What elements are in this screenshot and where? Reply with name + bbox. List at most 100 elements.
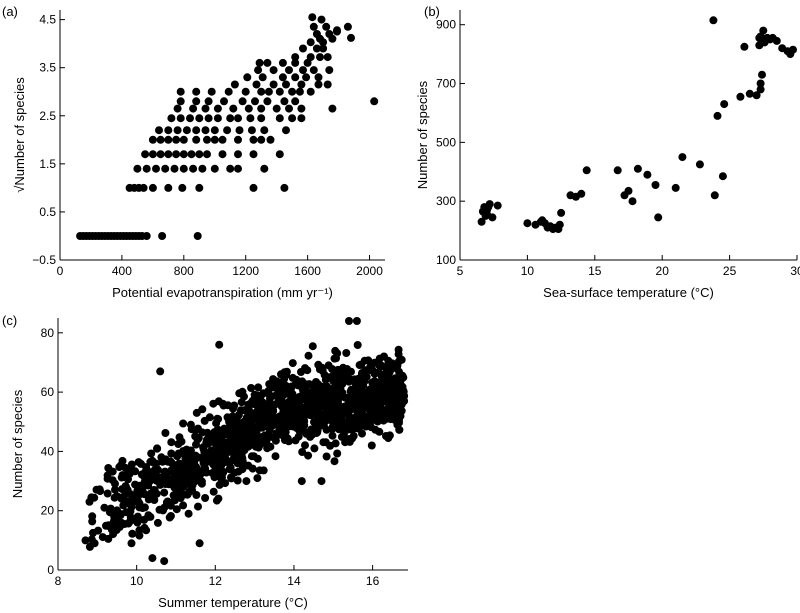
data-point [291, 410, 300, 419]
data-point [316, 34, 324, 43]
data-point [207, 87, 216, 96]
data-point [164, 135, 173, 144]
data-point [126, 507, 135, 516]
data-point [126, 490, 135, 499]
data-point [198, 405, 207, 414]
data-point [352, 394, 361, 403]
data-point [360, 356, 369, 365]
data-point [242, 477, 251, 486]
data-point [148, 150, 157, 159]
data-point [187, 150, 196, 159]
data-point [125, 469, 134, 478]
data-point [234, 164, 242, 173]
data-point [337, 372, 346, 381]
data-point [275, 150, 284, 159]
x-axis-title: Sea-surface temperature (°C) [543, 285, 714, 300]
data-point [244, 104, 253, 113]
y-tick-label: 4.5 [39, 13, 56, 27]
data-point [194, 502, 202, 511]
data-point [173, 104, 182, 113]
data-point [291, 97, 300, 106]
data-point [312, 44, 321, 53]
data-point [330, 419, 339, 427]
data-point [306, 408, 315, 417]
data-point [140, 481, 149, 490]
data-point [760, 35, 769, 44]
data-point [275, 114, 284, 123]
data-point [176, 114, 185, 123]
data-point [308, 13, 317, 22]
data-point [253, 411, 262, 420]
data-point [253, 474, 262, 483]
data-point [235, 126, 244, 135]
data-point [582, 166, 591, 175]
data-point [128, 529, 137, 538]
data-point [288, 359, 297, 368]
data-point [292, 378, 301, 387]
data-point [145, 473, 154, 482]
data-point [156, 135, 165, 144]
data-point [160, 469, 169, 478]
data-point [324, 413, 333, 422]
data-point [206, 432, 215, 441]
data-point [554, 225, 563, 234]
data-point [223, 447, 232, 456]
data-point [238, 454, 247, 463]
data-point [309, 22, 318, 31]
data-point [319, 44, 328, 53]
data-point [172, 505, 181, 514]
data-point [198, 164, 207, 173]
x-tick-label: 20 [656, 264, 670, 278]
data-point [179, 419, 188, 428]
data-point [360, 394, 368, 403]
data-point [305, 431, 314, 440]
data-point [226, 114, 235, 123]
data-point [577, 189, 586, 198]
y-tick-label: 700 [436, 77, 456, 91]
data-point [310, 388, 319, 397]
data-point [189, 164, 198, 173]
data-point [167, 438, 176, 447]
data-point [308, 342, 317, 351]
data-point [276, 430, 285, 439]
data-point [302, 73, 311, 82]
data-point [226, 164, 235, 173]
data-point [122, 482, 130, 491]
data-point [162, 498, 171, 507]
data-point [358, 376, 366, 385]
data-point [312, 429, 321, 437]
data-point [153, 518, 162, 527]
data-point [155, 126, 163, 135]
y-tick-label: 40 [41, 444, 55, 458]
data-point [277, 420, 285, 429]
data-point [210, 126, 219, 135]
data-point [391, 374, 400, 383]
data-point [382, 432, 390, 440]
data-point [351, 378, 360, 386]
data-point [367, 407, 376, 416]
data-point [145, 494, 154, 503]
data-point [394, 345, 403, 354]
data-point [365, 414, 374, 423]
data-point [371, 387, 380, 396]
data-point [245, 426, 254, 435]
data-point [336, 418, 345, 427]
y-tick-label: 300 [436, 194, 456, 208]
x-tick-label: 400 [112, 264, 132, 278]
data-point [671, 183, 680, 192]
data-point [214, 426, 223, 435]
data-point [257, 104, 266, 113]
data-point [316, 394, 325, 403]
data-point [148, 183, 157, 192]
data-point [126, 517, 134, 526]
data-point [171, 463, 180, 472]
data-point [333, 449, 342, 458]
y-tick-label: 900 [436, 18, 456, 32]
data-point [278, 58, 287, 67]
data-point [382, 396, 391, 405]
data-point [178, 183, 187, 192]
data-point [297, 477, 306, 486]
data-point [179, 501, 188, 510]
data-point [170, 164, 179, 173]
data-point [288, 87, 297, 96]
